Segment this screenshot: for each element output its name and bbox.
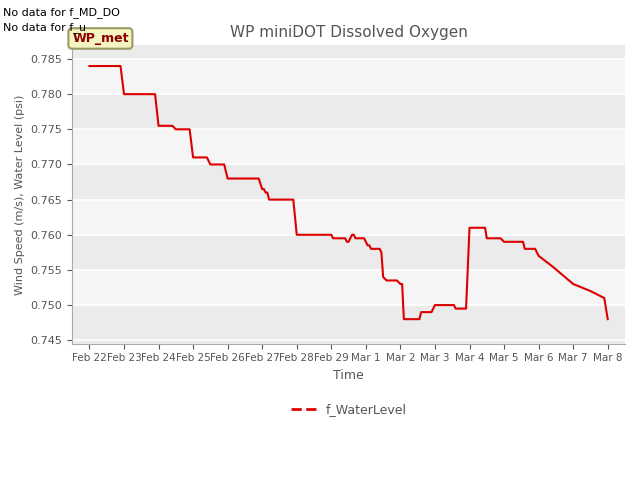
X-axis label: Time: Time bbox=[333, 369, 364, 382]
Text: No data for f_u: No data for f_u bbox=[3, 22, 86, 33]
Y-axis label: Wind Speed (m/s), Water Level (psi): Wind Speed (m/s), Water Level (psi) bbox=[15, 94, 25, 295]
Bar bbox=[72, 200, 625, 235]
Legend: f_WaterLevel: f_WaterLevel bbox=[285, 398, 412, 421]
Bar bbox=[72, 340, 625, 344]
Bar bbox=[72, 129, 625, 165]
Bar bbox=[72, 305, 625, 340]
Bar bbox=[72, 270, 625, 305]
Bar bbox=[72, 45, 625, 59]
Text: WP_met: WP_met bbox=[72, 32, 129, 45]
Text: No data for f_MD_DO: No data for f_MD_DO bbox=[3, 7, 120, 18]
Bar bbox=[72, 235, 625, 270]
Bar bbox=[72, 165, 625, 200]
Bar bbox=[72, 59, 625, 94]
Title: WP miniDOT Dissolved Oxygen: WP miniDOT Dissolved Oxygen bbox=[230, 24, 467, 39]
Bar bbox=[72, 94, 625, 129]
